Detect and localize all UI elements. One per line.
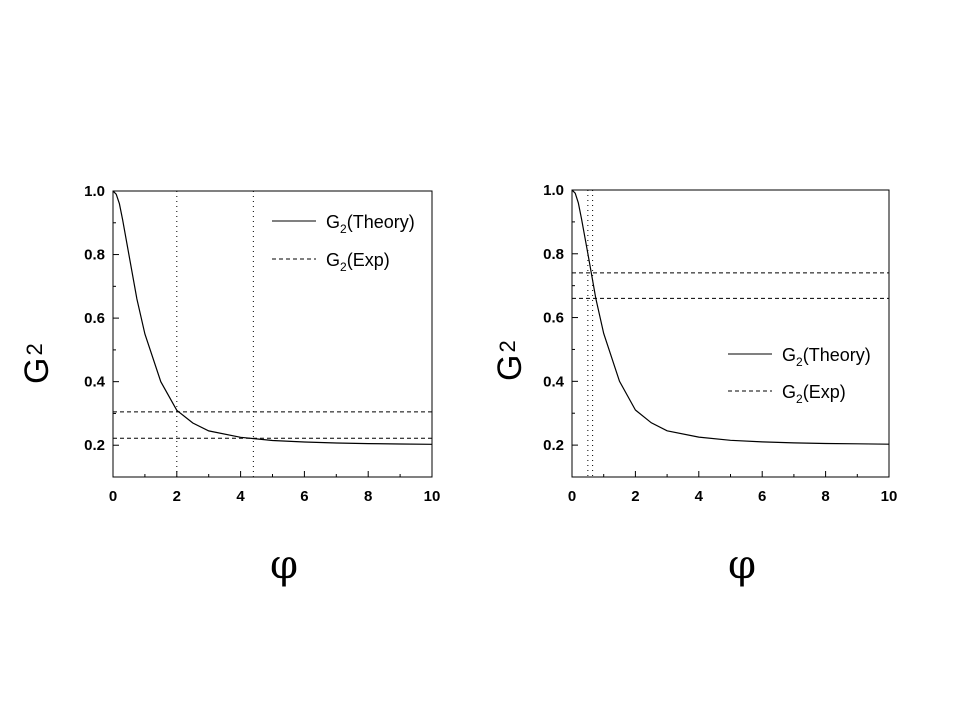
x-tick-label: 10 <box>424 488 441 505</box>
y-tick-label: 1.0 <box>84 183 105 200</box>
y-tick-label: 0.8 <box>84 247 105 264</box>
x-tick-label: 4 <box>695 488 704 505</box>
y-tick-label: 0.8 <box>543 246 564 263</box>
x-tick-label: 8 <box>364 488 372 505</box>
legend: G2(Theory) G2(Exp) <box>728 345 871 406</box>
y-tick-label: 1.0 <box>543 182 564 199</box>
y-axis-label: G2 <box>18 343 56 384</box>
y-tick-label: 0.2 <box>84 437 105 454</box>
legend-label: G2(Exp) <box>326 250 390 274</box>
x-tick-label: 4 <box>236 488 245 505</box>
x-tick-label: 10 <box>881 488 898 505</box>
x-tick-label: 2 <box>631 488 639 505</box>
x-tick-label: 0 <box>568 488 576 505</box>
plot-area <box>113 191 432 477</box>
legend-label: G2(Exp) <box>782 382 846 406</box>
x-tick-label: 2 <box>173 488 181 505</box>
x-tick-label: 6 <box>758 488 766 505</box>
x-tick-label: 0 <box>109 488 117 505</box>
chart-panel-2: 0 2 4 6 8 100.20.40.60.81.0G2(Theory)G2(Exp)G… <box>491 182 897 588</box>
plot-area <box>572 190 889 477</box>
plot-frame <box>112 190 433 478</box>
legend: G2(Theory) G2(Exp) <box>272 212 415 274</box>
theory-curve <box>113 191 432 445</box>
legend-label: G2(Theory) <box>782 345 871 369</box>
plot-frame <box>571 189 890 478</box>
legend-label: G2(Theory) <box>326 212 415 236</box>
chart-panel-1: 0 2 4 6 8 100.20.40.60.81.0G2(Theory)G2(Exp)G… <box>18 183 440 588</box>
y-tick-label: 0.2 <box>543 437 564 454</box>
y-tick-label: 0.4 <box>543 373 565 390</box>
y-tick-label: 0.6 <box>543 310 564 327</box>
x-axis-label: φ <box>270 542 298 588</box>
y-tick-label: 0.4 <box>84 374 106 391</box>
y-tick-label: 0.6 <box>84 310 105 327</box>
x-axis-label: φ <box>728 542 756 588</box>
x-tick-label: 6 <box>300 488 308 505</box>
y-axis-label: G2 <box>491 340 529 381</box>
x-tick-label: 8 <box>821 488 829 505</box>
theory-curve <box>572 190 889 445</box>
